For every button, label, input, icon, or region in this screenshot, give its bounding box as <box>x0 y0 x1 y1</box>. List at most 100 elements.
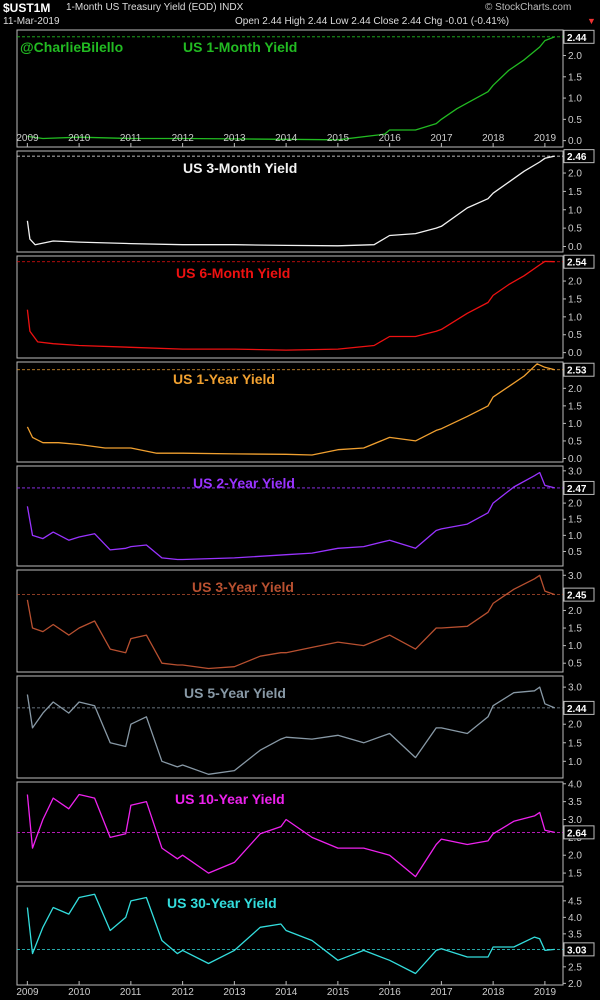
yield-panel: 0.0 0.5 1.0 1.5 2.0 2.44 US 1-Month Yield <box>16 29 595 148</box>
x-tick-label: 2017 <box>430 987 453 998</box>
y-tick-label: 1.5 <box>568 624 582 635</box>
last-value-box <box>563 942 595 957</box>
plot-frame <box>16 255 564 359</box>
yield-series-line <box>26 363 555 456</box>
panel-title: US 30-Year Yield <box>167 895 277 911</box>
last-value-box <box>563 362 595 377</box>
y-tick-label: 0.0 <box>568 242 582 253</box>
last-value-box <box>563 149 595 164</box>
last-value-label: 2.46 <box>567 152 587 163</box>
plot-frame <box>16 361 564 463</box>
x-tick-label: 2018 <box>482 987 505 998</box>
x-tick-label: 2012 <box>172 987 195 998</box>
y-tick-label: 2.0 <box>568 720 582 731</box>
y-tick-label: 4.5 <box>568 896 582 907</box>
last-value-box <box>563 587 595 602</box>
x-tick-label: 2009 <box>16 987 39 998</box>
x-tick-label: 2017 <box>430 133 453 144</box>
x-tick-label: 2016 <box>379 987 402 998</box>
y-tick-label: 0.5 <box>568 436 582 447</box>
x-tick-label: 2011 <box>120 133 142 144</box>
last-value-box <box>563 700 595 715</box>
panel-title: US 1-Month Yield <box>183 39 297 55</box>
yield-series-line <box>27 36 555 141</box>
y-tick-label: 0.5 <box>568 330 582 341</box>
last-value-box <box>563 480 595 495</box>
x-tick-label: 2019 <box>534 133 557 144</box>
plot-frame <box>16 29 564 148</box>
y-tick-label: 1.0 <box>568 312 582 323</box>
y-tick-label: 1.5 <box>568 401 582 412</box>
yield-series-line <box>26 260 555 351</box>
plot-frame <box>16 465 564 567</box>
y-tick-label: 1.0 <box>568 94 582 105</box>
date-label: 11-Mar-2019 <box>3 16 60 27</box>
x-tick-label: 2015 <box>327 987 350 998</box>
y-tick-label: 1.5 <box>568 738 582 749</box>
x-tick-label: 2014 <box>275 133 298 144</box>
x-tick-label: 2013 <box>223 987 246 998</box>
last-value-box <box>563 254 595 269</box>
panel-title: US 3-Month Yield <box>183 160 297 176</box>
yield-series-line <box>26 793 555 878</box>
symbol-label: $UST1M <box>3 1 51 15</box>
x-tick-label: 2018 <box>482 133 505 144</box>
last-value-label: 2.47 <box>567 484 587 495</box>
last-value-label: 2.64 <box>567 828 587 839</box>
y-tick-label: 0.5 <box>568 115 582 126</box>
y-tick-label: 4.0 <box>568 913 582 924</box>
author-watermark: @CharlieBilello <box>20 39 123 55</box>
y-tick-label: 0.5 <box>568 659 582 670</box>
panel-title: US 5-Year Yield <box>184 685 286 701</box>
y-tick-label: 2.0 <box>568 851 582 862</box>
panel-title: US 6-Month Yield <box>176 265 290 281</box>
yield-series-line <box>26 686 555 775</box>
quote-summary: Open 2.44 High 2.44 Low 2.44 Close 2.44 … <box>235 16 510 27</box>
y-tick-label: 1.0 <box>568 205 582 216</box>
x-tick-label: 2009 <box>16 133 39 144</box>
x-tick-label: 2016 <box>379 133 402 144</box>
y-tick-label: 2.0 <box>568 499 582 510</box>
y-tick-label: 2.5 <box>568 962 582 973</box>
y-tick-label: 0.5 <box>568 224 582 235</box>
yield-series-line <box>26 155 555 247</box>
y-tick-label: 0.0 <box>568 348 582 359</box>
y-tick-label: 1.5 <box>568 187 582 198</box>
y-tick-label: 2.0 <box>568 979 582 990</box>
y-tick-label: 1.5 <box>568 294 582 305</box>
panel-title: US 1-Year Yield <box>173 371 275 387</box>
x-tick-label: 2019 <box>534 987 557 998</box>
y-tick-label: 1.5 <box>568 515 582 526</box>
last-value-box <box>563 29 595 44</box>
y-tick-label: 2.0 <box>568 51 582 62</box>
y-tick-label: 1.5 <box>568 72 582 83</box>
x-tick-label: 2014 <box>275 987 298 998</box>
yield-series-line <box>26 574 555 670</box>
y-tick-label: 2.0 <box>568 169 582 180</box>
y-tick-label: 4.0 <box>568 779 582 790</box>
y-tick-label: 3.0 <box>568 815 582 826</box>
source-credit: © StockCharts.com <box>485 2 572 13</box>
last-value-label: 2.45 <box>567 591 587 602</box>
plot-frame <box>16 569 564 673</box>
x-tick-label: 2010 <box>68 133 91 144</box>
y-tick-label: 2.0 <box>568 606 582 617</box>
last-value-label: 3.03 <box>567 945 587 956</box>
yield-series-line <box>26 893 555 975</box>
y-tick-label: 1.0 <box>568 757 582 768</box>
panel-title: US 3-Year Yield <box>192 579 294 595</box>
plot-frame <box>16 885 564 986</box>
last-value-label: 2.44 <box>567 33 587 44</box>
chart-header: $UST1M 1-Month US Treasury Yield (EOD) I… <box>0 0 600 30</box>
last-value-label: 2.53 <box>567 366 587 377</box>
x-tick-label: 2013 <box>223 133 246 144</box>
y-tick-label: 3.5 <box>568 797 582 808</box>
y-tick-label: 1.5 <box>568 869 582 880</box>
